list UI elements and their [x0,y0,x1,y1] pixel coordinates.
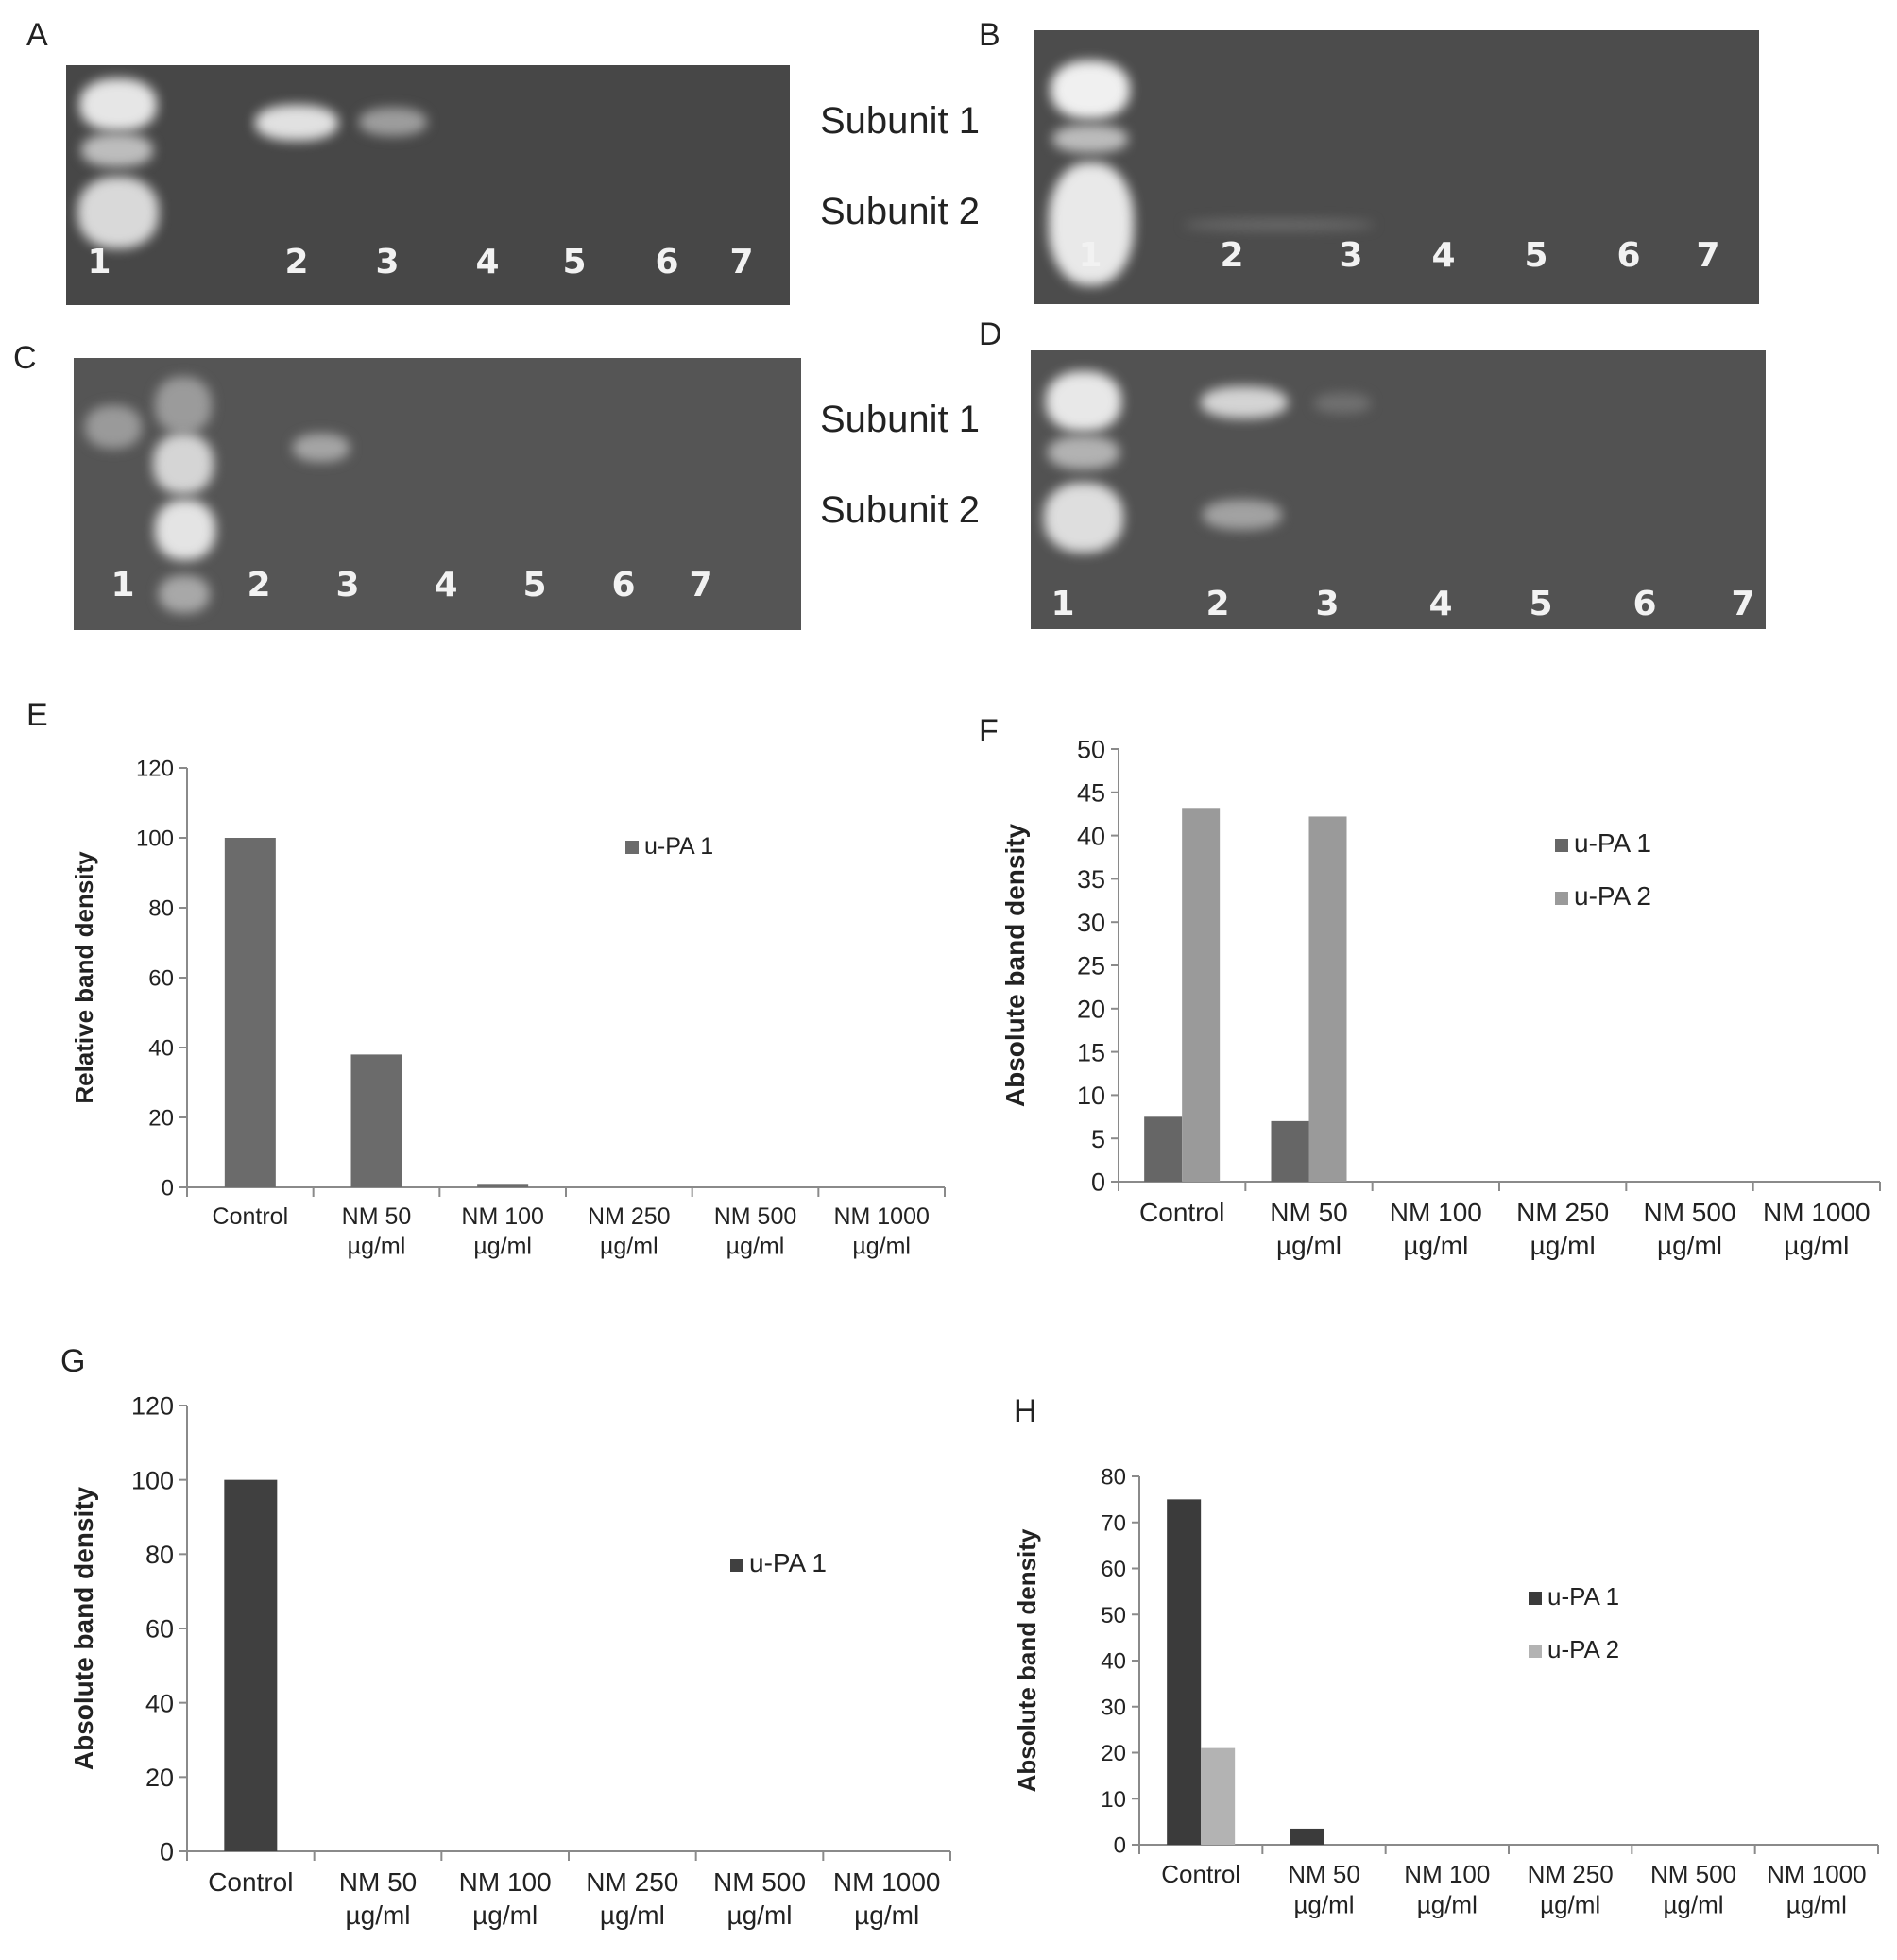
legend-swatch-g [730,1559,743,1572]
y-tick-label-h: 30 [1101,1695,1126,1720]
y-tick-label-g: 120 [131,1392,174,1421]
bar-e-series-1 [477,1184,528,1187]
y-tick-label-h: 80 [1101,1465,1126,1491]
x-tick-label-e: NM 100 µg/ml [461,1203,544,1259]
x-tick-label-f: NM 250 µg/ml [1516,1198,1609,1260]
bar-f-series-2 [1309,816,1347,1182]
x-tick-label-h: NM 250 µg/ml [1528,1860,1614,1919]
y-tick-label-e: 40 [148,1036,174,1062]
y-tick-label-g: 80 [145,1541,174,1569]
x-tick-label-g: NM 1000 µg/ml [833,1867,941,1930]
legend-label-h: u-PA 2 [1547,1635,1619,1663]
y-tick-label-h: 0 [1114,1833,1126,1859]
y-tick-label-f: 45 [1077,779,1105,808]
y-tick-label-e: 100 [136,827,174,852]
y-axis-label-f: Absolute band density [1000,823,1030,1107]
legend-swatch-h [1529,1645,1542,1658]
legend-label-g: u-PA 1 [749,1548,827,1577]
y-tick-label-e: 60 [148,966,174,992]
x-tick-label-g: NM 100 µg/ml [459,1867,552,1930]
legend-label-f: u-PA 2 [1574,881,1651,911]
x-tick-label-e: NM 1000 µg/ml [833,1203,929,1259]
y-tick-label-h: 20 [1101,1741,1126,1766]
legend-swatch-h [1529,1592,1542,1605]
y-tick-label-e: 120 [136,757,174,782]
y-tick-label-f: 35 [1077,865,1105,894]
y-tick-label-g: 20 [145,1764,174,1792]
y-tick-label-h: 60 [1101,1557,1126,1582]
x-tick-label-f: NM 100 µg/ml [1390,1198,1482,1260]
y-tick-label-h: 70 [1101,1510,1126,1536]
y-axis-label-h: Absolute band density [1013,1528,1041,1792]
x-tick-label-f: Control [1139,1198,1224,1227]
bar-g-series-1 [224,1480,277,1851]
legend-label-f: u-PA 1 [1574,828,1651,858]
x-tick-label-e: NM 500 µg/ml [714,1203,797,1259]
bar-f-series-1 [1272,1121,1309,1182]
y-tick-label-e: 20 [148,1106,174,1132]
y-tick-label-f: 0 [1091,1168,1105,1197]
bar-e-series-1 [225,838,276,1187]
y-tick-label-f: 40 [1077,822,1105,850]
y-tick-label-h: 50 [1101,1603,1126,1628]
y-tick-label-g: 60 [145,1615,174,1644]
bar-h-series-1 [1167,1499,1201,1845]
x-tick-label-h: NM 500 µg/ml [1650,1860,1736,1919]
y-tick-label-f: 5 [1091,1125,1105,1153]
x-tick-label-f: NM 50 µg/ml [1270,1198,1347,1260]
x-tick-label-e: Control [213,1203,289,1230]
y-tick-label-f: 10 [1077,1082,1105,1110]
y-tick-label-g: 40 [145,1689,174,1717]
x-tick-label-h: NM 50 µg/ml [1288,1860,1360,1919]
bar-f-series-2 [1182,808,1220,1182]
x-tick-label-g: Control [208,1867,293,1897]
x-tick-label-h: Control [1161,1860,1240,1888]
y-tick-label-f: 20 [1077,996,1105,1024]
bar-h-series-2 [1201,1748,1235,1845]
x-tick-label-e: NM 250 µg/ml [588,1203,671,1259]
y-axis-label-e: Relative band density [70,851,98,1104]
x-tick-label-h: NM 1000 µg/ml [1767,1860,1867,1919]
x-tick-label-g: NM 250 µg/ml [586,1867,678,1930]
y-tick-label-f: 25 [1077,952,1105,980]
y-tick-label-f: 50 [1077,736,1105,764]
y-tick-label-h: 10 [1101,1787,1126,1813]
bar-h-series-1 [1290,1829,1324,1845]
legend-swatch-f [1555,892,1568,905]
y-tick-label-e: 0 [162,1176,174,1202]
y-tick-label-f: 15 [1077,1038,1105,1066]
legend-label-h: u-PA 1 [1547,1582,1619,1611]
x-tick-label-f: NM 1000 µg/ml [1763,1198,1871,1260]
x-tick-label-f: NM 500 µg/ml [1643,1198,1735,1260]
legend-swatch-e [625,841,639,854]
legend-swatch-f [1555,839,1568,852]
bar-e-series-1 [351,1054,402,1187]
x-tick-label-g: NM 50 µg/ml [339,1867,417,1930]
y-axis-label-g: Absolute band density [69,1486,98,1770]
y-tick-label-g: 100 [131,1466,174,1494]
bar-f-series-1 [1144,1116,1182,1182]
y-tick-label-e: 80 [148,896,174,922]
y-tick-label-f: 30 [1077,909,1105,937]
x-tick-label-h: NM 100 µg/ml [1404,1860,1490,1919]
legend-label-e: u-PA 1 [644,833,713,860]
x-tick-label-e: NM 50 µg/ml [342,1203,412,1259]
y-tick-label-h: 40 [1101,1649,1126,1675]
y-tick-label-g: 0 [160,1838,174,1866]
x-tick-label-g: NM 500 µg/ml [713,1867,806,1930]
